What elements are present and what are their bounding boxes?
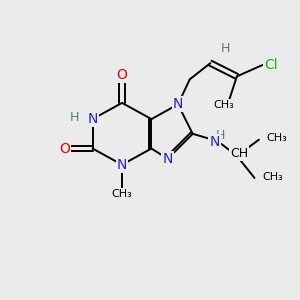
Text: H: H <box>215 129 225 142</box>
Text: N: N <box>173 98 183 111</box>
Text: CH₃: CH₃ <box>262 172 283 182</box>
Text: N: N <box>117 158 127 172</box>
Text: N: N <box>163 152 173 166</box>
Text: O: O <box>117 68 128 82</box>
Text: O: O <box>59 142 70 155</box>
Text: N: N <box>87 112 98 126</box>
Text: Cl: Cl <box>264 58 278 72</box>
Text: H: H <box>220 42 230 55</box>
Text: CH₃: CH₃ <box>266 133 287 143</box>
Text: N: N <box>210 135 220 149</box>
Text: H: H <box>70 111 80 124</box>
Text: CH₃: CH₃ <box>213 100 234 110</box>
Text: CH₃: CH₃ <box>112 189 132 199</box>
Text: CH: CH <box>230 147 248 160</box>
